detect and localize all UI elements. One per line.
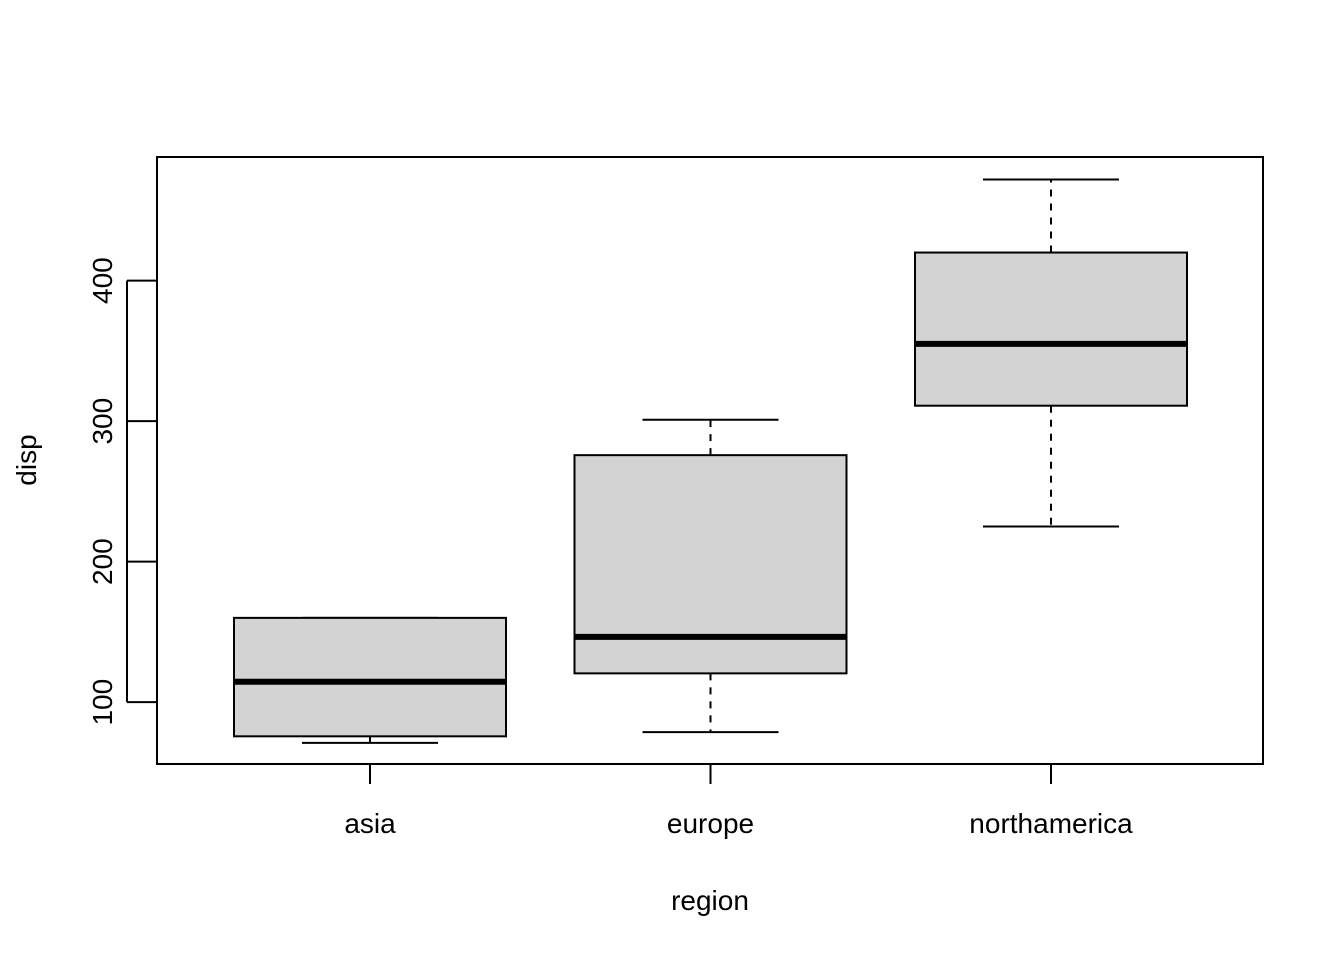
x-tick-label: asia	[344, 808, 396, 839]
y-tick-label: 200	[87, 538, 118, 585]
box-asia	[233, 616, 507, 744]
x-tick-label: northamerica	[969, 808, 1133, 839]
iqr-box	[233, 616, 507, 738]
y-axis-label: disp	[11, 434, 42, 485]
box-northamerica	[914, 178, 1188, 528]
y-tick-label: 300	[87, 398, 118, 445]
boxes-layer	[233, 178, 1188, 744]
x-tick-label: europe	[667, 808, 754, 839]
x-axis: asia europe northamerica	[344, 764, 1133, 839]
box-europe	[573, 418, 848, 734]
iqr-box	[914, 251, 1188, 407]
y-axis: 100 200 300 400	[87, 257, 157, 726]
iqr-box	[573, 454, 848, 675]
y-tick-label: 100	[87, 679, 118, 726]
y-tick-label: 400	[87, 257, 118, 304]
x-axis-label: region	[671, 885, 749, 916]
